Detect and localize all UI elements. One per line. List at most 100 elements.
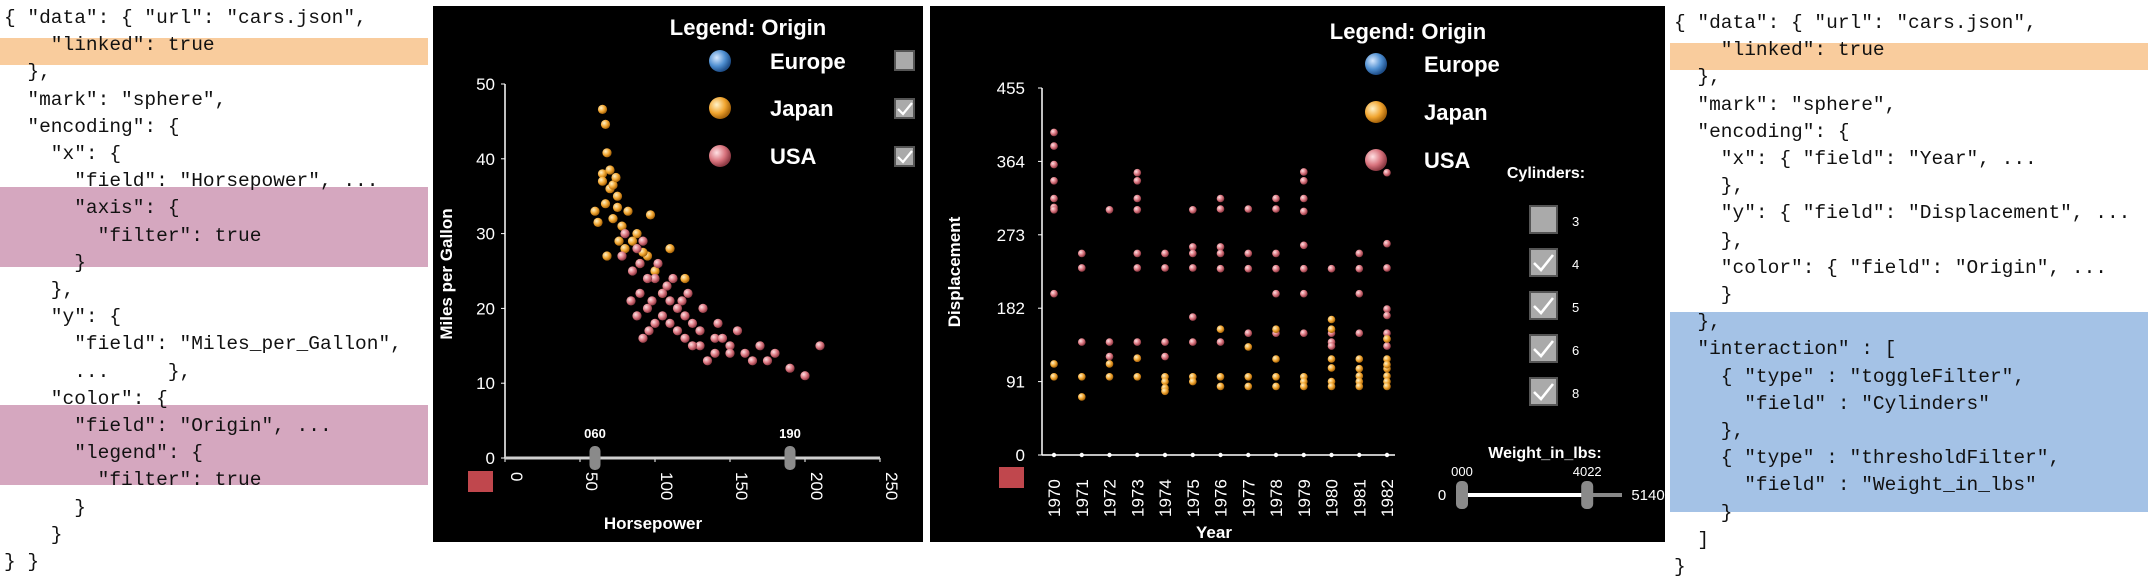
checkmark-icon bbox=[897, 102, 913, 116]
reset-button[interactable] bbox=[468, 471, 493, 492]
data-point-japan bbox=[1050, 373, 1058, 381]
data-point-usa bbox=[1300, 177, 1308, 185]
highlight-axis-filter bbox=[0, 187, 428, 267]
data-point-japan bbox=[612, 191, 623, 201]
cylinders-checkbox-3[interactable] bbox=[1529, 205, 1558, 234]
x-tick-mark bbox=[1301, 452, 1306, 458]
data-point-usa bbox=[632, 311, 642, 321]
horsepower-filter-low-handle[interactable]: 060 bbox=[584, 426, 606, 470]
data-point-usa bbox=[1272, 249, 1280, 258]
data-point-japan bbox=[1105, 360, 1114, 368]
cylinders-option-3[interactable]: 3 bbox=[1529, 205, 1579, 234]
code-line: }, bbox=[4, 279, 75, 301]
x-tick-label: 200 bbox=[807, 472, 826, 500]
data-point-usa bbox=[638, 333, 648, 343]
scatter-panel-displacement[interactable]: Legend: Origin Europe Japan USA Cylinder… bbox=[930, 6, 1665, 542]
code-line: "field" : "Weight_in_lbs" bbox=[1674, 474, 2037, 497]
data-point-usa bbox=[1189, 264, 1197, 272]
data-point-usa bbox=[1327, 342, 1336, 350]
cylinders-checkbox-5[interactable] bbox=[1529, 291, 1558, 320]
cylinders-option-4[interactable]: 4 bbox=[1529, 248, 1579, 277]
data-point-japan bbox=[1105, 373, 1114, 381]
x-tick-label: 1971 bbox=[1073, 479, 1092, 517]
data-point-usa bbox=[1383, 311, 1391, 320]
x-tick-mark bbox=[1384, 452, 1390, 458]
cylinders-option-5[interactable]: 5 bbox=[1529, 291, 1579, 320]
legend-item-europe[interactable]: Europe bbox=[709, 49, 915, 74]
x-tick-label: 1978 bbox=[1267, 479, 1286, 517]
legend-checkbox-europe[interactable] bbox=[894, 50, 915, 71]
data-point-usa bbox=[710, 333, 720, 343]
data-point-japan bbox=[602, 251, 612, 261]
code-right: { "data": { "url": "cars.json", "linked"… bbox=[1670, 0, 2151, 578]
weight-slider-high-handle[interactable]: 4022 bbox=[1573, 464, 1602, 509]
europe-sphere-icon bbox=[709, 50, 731, 72]
data-point-japan bbox=[1327, 355, 1336, 363]
x-tick-mark bbox=[1357, 452, 1362, 458]
code-line: }, bbox=[1674, 229, 1745, 252]
data-point-usa bbox=[1189, 206, 1197, 214]
data-point-usa bbox=[1189, 313, 1197, 321]
data-point-usa bbox=[677, 296, 687, 306]
data-point-usa bbox=[1161, 352, 1169, 361]
cylinders-option-6[interactable]: 6 bbox=[1529, 334, 1579, 363]
data-point-usa bbox=[755, 341, 765, 351]
data-point-usa bbox=[1272, 194, 1280, 203]
weight-slider-low-handle[interactable]: 000 bbox=[1451, 464, 1473, 509]
data-point-usa bbox=[1216, 243, 1225, 251]
y-tick-label: 273 bbox=[997, 226, 1025, 245]
data-point-usa bbox=[1050, 206, 1058, 214]
data-point-usa bbox=[1244, 264, 1253, 273]
cylinders-option-8[interactable]: 8 bbox=[1529, 377, 1579, 406]
highlight-linked bbox=[1670, 43, 2148, 70]
horsepower-filter-high-handle[interactable]: 190 bbox=[779, 426, 801, 470]
legend-checkbox-japan[interactable] bbox=[894, 98, 915, 119]
data-point-usa bbox=[1050, 177, 1058, 185]
legend-item-usa[interactable]: USA bbox=[709, 144, 915, 169]
data-point-usa bbox=[642, 273, 653, 284]
reset-button[interactable] bbox=[999, 467, 1024, 488]
horsepower-filter-high-label: 190 bbox=[779, 426, 801, 441]
cylinders-checkbox-8[interactable] bbox=[1529, 377, 1558, 406]
x-tick-mark bbox=[1190, 452, 1195, 458]
code-line: "linked": true bbox=[4, 34, 215, 57]
data-point-usa bbox=[1327, 264, 1336, 273]
data-point-usa bbox=[740, 348, 750, 358]
legend-label-usa: USA bbox=[770, 144, 817, 169]
japan-sphere-icon bbox=[1365, 101, 1387, 123]
data-point-usa bbox=[1189, 243, 1197, 251]
data-point-usa bbox=[642, 303, 653, 313]
data-point-japan bbox=[665, 244, 675, 254]
code-line: { "data": { "url": "cars.json", bbox=[4, 7, 367, 29]
y-tick-label: 10 bbox=[476, 374, 495, 393]
legend-item-europe[interactable]: Europe bbox=[1365, 52, 1500, 77]
cylinders-label-4: 4 bbox=[1572, 257, 1579, 272]
x-tick-mark bbox=[1051, 452, 1057, 458]
legend-item-japan[interactable]: Japan bbox=[709, 96, 915, 121]
y-tick-label: 20 bbox=[476, 299, 495, 318]
scatter-panel-horsepower[interactable]: Legend: Origin Europe Japan USA 0 10 20 30 4… bbox=[433, 6, 923, 542]
legend-item-japan[interactable]: Japan bbox=[1365, 100, 1488, 125]
legend-item-usa[interactable]: USA bbox=[1365, 148, 1471, 173]
data-point-japan bbox=[1244, 343, 1253, 351]
data-point-japan bbox=[1383, 360, 1391, 369]
weight-slider-title: Weight_in_lbs: bbox=[1488, 445, 1602, 462]
code-line: "field" : "Cylinders" bbox=[1674, 392, 1990, 415]
data-point-usa bbox=[702, 356, 713, 366]
legend-checkbox-usa[interactable] bbox=[894, 146, 915, 167]
cylinders-checkbox-6[interactable] bbox=[1529, 334, 1558, 363]
data-point-japan bbox=[623, 206, 633, 216]
x-tick-mark bbox=[1107, 452, 1112, 458]
x-tick-label: 1974 bbox=[1156, 479, 1175, 517]
data-point-usa bbox=[680, 311, 690, 321]
data-point-usa bbox=[1050, 142, 1058, 150]
data-point-japan bbox=[600, 119, 611, 129]
data-point-usa bbox=[650, 318, 660, 328]
legend-label-europe: Europe bbox=[770, 49, 846, 74]
cylinders-checkbox-4[interactable] bbox=[1529, 248, 1558, 277]
x-tick-label: 150 bbox=[732, 472, 751, 500]
data-point-japan bbox=[597, 169, 608, 179]
data-point-japan bbox=[650, 266, 660, 276]
data-point-usa bbox=[1133, 168, 1142, 177]
data-point-usa bbox=[665, 318, 675, 328]
